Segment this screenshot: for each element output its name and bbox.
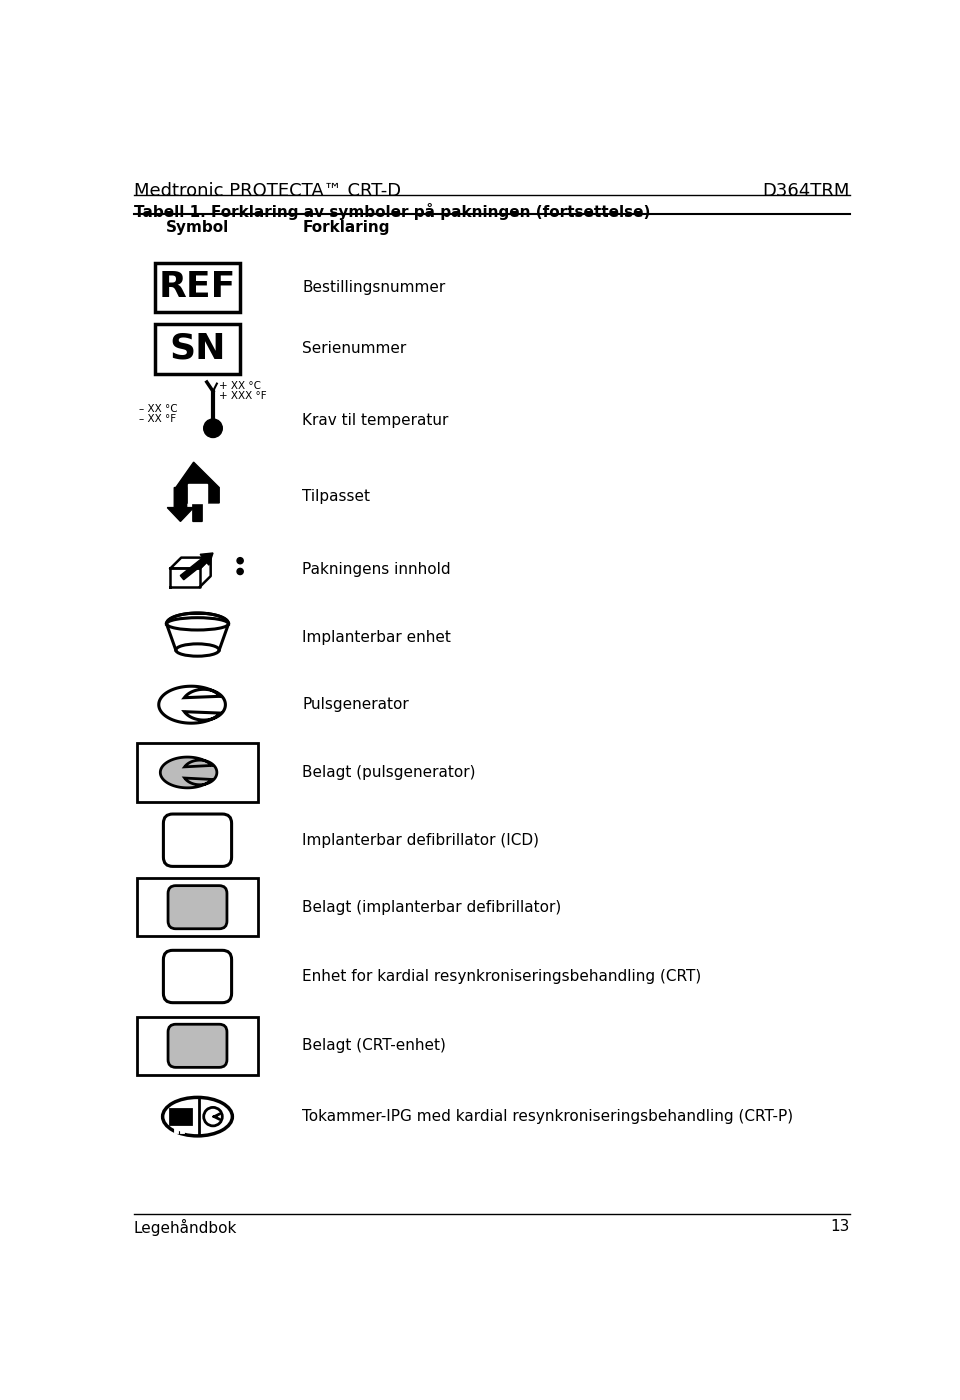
Text: Enhet for kardial resynkroniseringsbehandling (CRT): Enhet for kardial resynkroniseringsbehan…	[302, 969, 702, 984]
Text: Implanterbar enhet: Implanterbar enhet	[302, 630, 451, 645]
Text: + XXX °F: + XXX °F	[219, 391, 267, 400]
Text: Implanterbar defibrillator (ICD): Implanterbar defibrillator (ICD)	[302, 833, 540, 848]
FancyArrow shape	[167, 487, 194, 521]
FancyBboxPatch shape	[168, 1025, 227, 1067]
Bar	[170, 1109, 190, 1124]
Text: Belagt (implanterbar defibrillator): Belagt (implanterbar defibrillator)	[302, 900, 562, 914]
Text: – XX °F: – XX °F	[139, 414, 177, 424]
Text: Tilpasset: Tilpasset	[302, 489, 371, 504]
Text: Medtronic PROTECTA™ CRT-D: Medtronic PROTECTA™ CRT-D	[134, 182, 401, 200]
Polygon shape	[160, 757, 217, 788]
Text: Krav til temperatur: Krav til temperatur	[302, 413, 448, 428]
Text: + XX °C: + XX °C	[219, 381, 261, 391]
Text: 13: 13	[830, 1219, 850, 1233]
Bar	[137, 743, 258, 802]
Circle shape	[237, 568, 243, 574]
Text: Belagt (pulsgenerator): Belagt (pulsgenerator)	[302, 764, 475, 780]
Ellipse shape	[176, 644, 219, 657]
Text: Symbol: Symbol	[166, 220, 229, 235]
Circle shape	[237, 557, 243, 564]
Text: – XX °C: – XX °C	[139, 405, 178, 414]
Text: Pakningens innhold: Pakningens innhold	[302, 563, 451, 577]
Bar	[155, 263, 240, 312]
Text: Forklaring: Forklaring	[302, 220, 390, 235]
Text: Bestillingsnummer: Bestillingsnummer	[302, 280, 445, 295]
Polygon shape	[176, 462, 219, 521]
FancyBboxPatch shape	[163, 951, 231, 1002]
Text: Legehåndbok: Legehåndbok	[134, 1219, 237, 1236]
Text: D364TRM: D364TRM	[762, 182, 850, 200]
Text: Belagt (CRT-enhet): Belagt (CRT-enhet)	[302, 1039, 446, 1053]
Text: REF: REF	[158, 270, 236, 304]
FancyBboxPatch shape	[163, 813, 231, 867]
Bar	[137, 1016, 258, 1075]
Text: SN: SN	[169, 332, 226, 365]
Ellipse shape	[166, 617, 228, 630]
Bar	[188, 484, 206, 503]
Bar	[155, 325, 240, 374]
Polygon shape	[158, 686, 226, 724]
Bar	[137, 878, 258, 937]
Circle shape	[204, 419, 223, 437]
Ellipse shape	[162, 1098, 232, 1135]
Text: Tabell 1. Forklaring av symboler på pakningen (fortsettelse): Tabell 1. Forklaring av symboler på pakn…	[134, 203, 650, 220]
FancyBboxPatch shape	[168, 886, 227, 928]
Text: Tokammer-IPG med kardial resynkroniseringsbehandling (CRT-P): Tokammer-IPG med kardial resynkroniserin…	[302, 1109, 793, 1124]
Text: Serienummer: Serienummer	[302, 342, 406, 357]
Circle shape	[204, 1107, 223, 1126]
Text: Pulsgenerator: Pulsgenerator	[302, 697, 409, 713]
FancyArrow shape	[180, 553, 213, 580]
